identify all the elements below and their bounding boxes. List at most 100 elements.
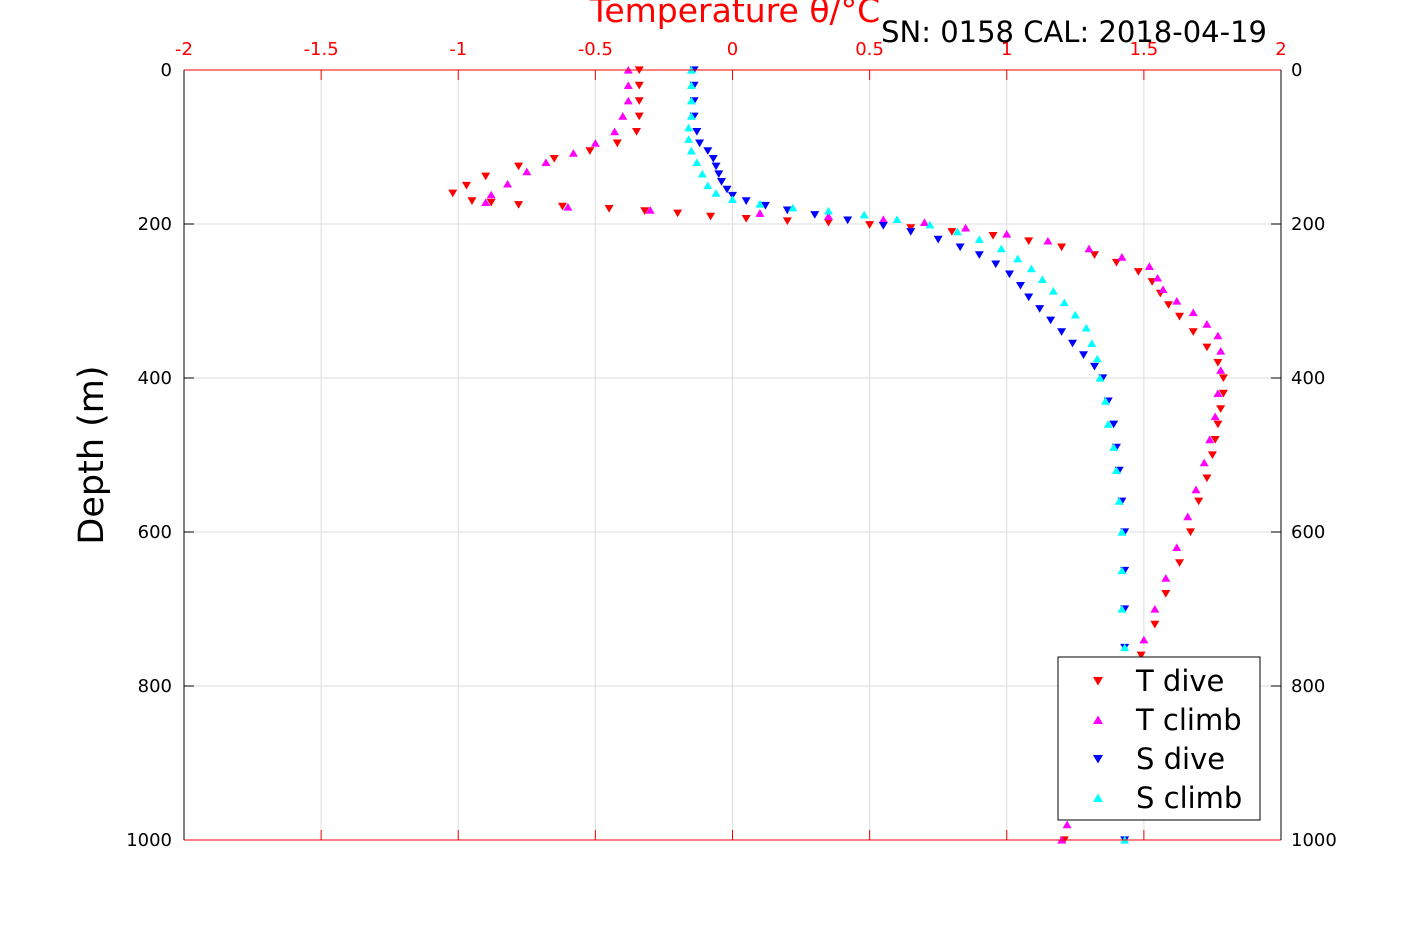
- data-point: [623, 81, 633, 89]
- data-point: [1046, 316, 1056, 325]
- data-point: [1048, 286, 1058, 295]
- data-point: [1172, 543, 1182, 551]
- data-point: [1161, 574, 1171, 582]
- data-point: [1188, 328, 1198, 336]
- data-point: [612, 139, 622, 148]
- data-point: [610, 127, 620, 136]
- data-point: [788, 203, 798, 212]
- data-point: [947, 228, 957, 236]
- data-point: [782, 206, 792, 215]
- data-point: [448, 189, 458, 198]
- legend-label: T dive: [1135, 664, 1224, 698]
- data-point: [1202, 320, 1212, 328]
- data-point: [906, 224, 916, 232]
- data-point: [1057, 243, 1067, 252]
- data-point: [906, 228, 916, 236]
- data-point: [697, 169, 707, 178]
- legend-label: T climb: [1135, 703, 1242, 737]
- data-point: [618, 112, 628, 120]
- x-tick-label: -0.5: [578, 39, 613, 60]
- data-point: [1090, 251, 1100, 259]
- data-point: [706, 212, 716, 221]
- data-point: [634, 112, 644, 121]
- data-point: [486, 190, 496, 199]
- data-point: [1213, 389, 1223, 397]
- data-point: [1026, 264, 1036, 273]
- data-point: [859, 210, 869, 219]
- data-point: [741, 197, 751, 205]
- data-point: [684, 135, 694, 143]
- data-point: [878, 215, 888, 223]
- data-point: [1068, 339, 1078, 348]
- data-point: [961, 223, 971, 232]
- legend-box: [1057, 656, 1261, 821]
- y-tick-label-right: 400: [1291, 368, 1325, 389]
- chart-subtitle: SN: 0158 CAL: 2018-04-19: [881, 15, 1267, 49]
- y-tick-label-left: 200: [138, 214, 172, 235]
- data-point: [541, 158, 551, 166]
- data-point: [1172, 296, 1182, 305]
- data-point: [1210, 412, 1220, 421]
- data-point: [1081, 323, 1091, 332]
- data-point: [461, 181, 471, 190]
- data-point: [1144, 262, 1154, 270]
- data-point: [1213, 331, 1223, 340]
- data-point: [1062, 820, 1072, 829]
- data-point: [974, 251, 984, 259]
- x-tick-label: 0: [727, 39, 738, 60]
- data-point: [1216, 347, 1226, 355]
- data-point: [919, 218, 929, 227]
- data-point: [1024, 293, 1034, 302]
- data-point: [823, 206, 833, 215]
- data-point: [692, 128, 702, 136]
- y-tick-label-left: 400: [138, 368, 172, 389]
- data-point: [1199, 458, 1209, 467]
- data-point: [991, 260, 1001, 269]
- legend-marker: [1093, 715, 1103, 724]
- x-tick-label: -1.5: [304, 39, 339, 60]
- data-point: [1188, 308, 1198, 317]
- data-point: [514, 162, 524, 171]
- data-point: [760, 201, 770, 210]
- x-tick-label: 0.5: [855, 39, 884, 60]
- data-point: [1109, 443, 1119, 451]
- data-point: [1191, 485, 1201, 494]
- data-point: [892, 215, 902, 223]
- y-axis-label: Depth (m): [72, 365, 112, 544]
- data-point: [1150, 620, 1160, 629]
- data-point: [1084, 244, 1094, 253]
- data-point: [1057, 328, 1067, 336]
- data-point: [1150, 604, 1160, 613]
- data-point: [1117, 253, 1127, 261]
- data-point: [557, 202, 567, 211]
- data-point: [755, 209, 765, 217]
- data-point: [585, 147, 595, 155]
- y-tick-label-left: 800: [138, 676, 172, 697]
- data-point: [568, 149, 578, 157]
- y-tick-label-left: 1000: [126, 830, 172, 851]
- data-point: [623, 96, 633, 105]
- data-point: [1185, 528, 1195, 537]
- data-point: [1114, 497, 1124, 505]
- data-point: [684, 123, 694, 132]
- data-point: [1194, 497, 1204, 506]
- data-point: [1175, 312, 1185, 321]
- data-point: [955, 243, 965, 252]
- data-point: [823, 212, 833, 220]
- data-point: [1158, 285, 1168, 294]
- data-point: [703, 147, 713, 155]
- data-point: [843, 216, 853, 225]
- data-point: [711, 162, 721, 171]
- data-point: [1024, 237, 1034, 245]
- data-point: [711, 189, 721, 197]
- data-point: [1133, 268, 1143, 276]
- y-tick-label-right: 1000: [1291, 830, 1337, 851]
- data-point: [1175, 559, 1185, 567]
- data-point: [1136, 651, 1146, 660]
- data-point: [1004, 270, 1014, 279]
- data-point: [1013, 254, 1023, 263]
- data-point: [1202, 343, 1212, 352]
- x-tick-label: 1: [1001, 39, 1012, 60]
